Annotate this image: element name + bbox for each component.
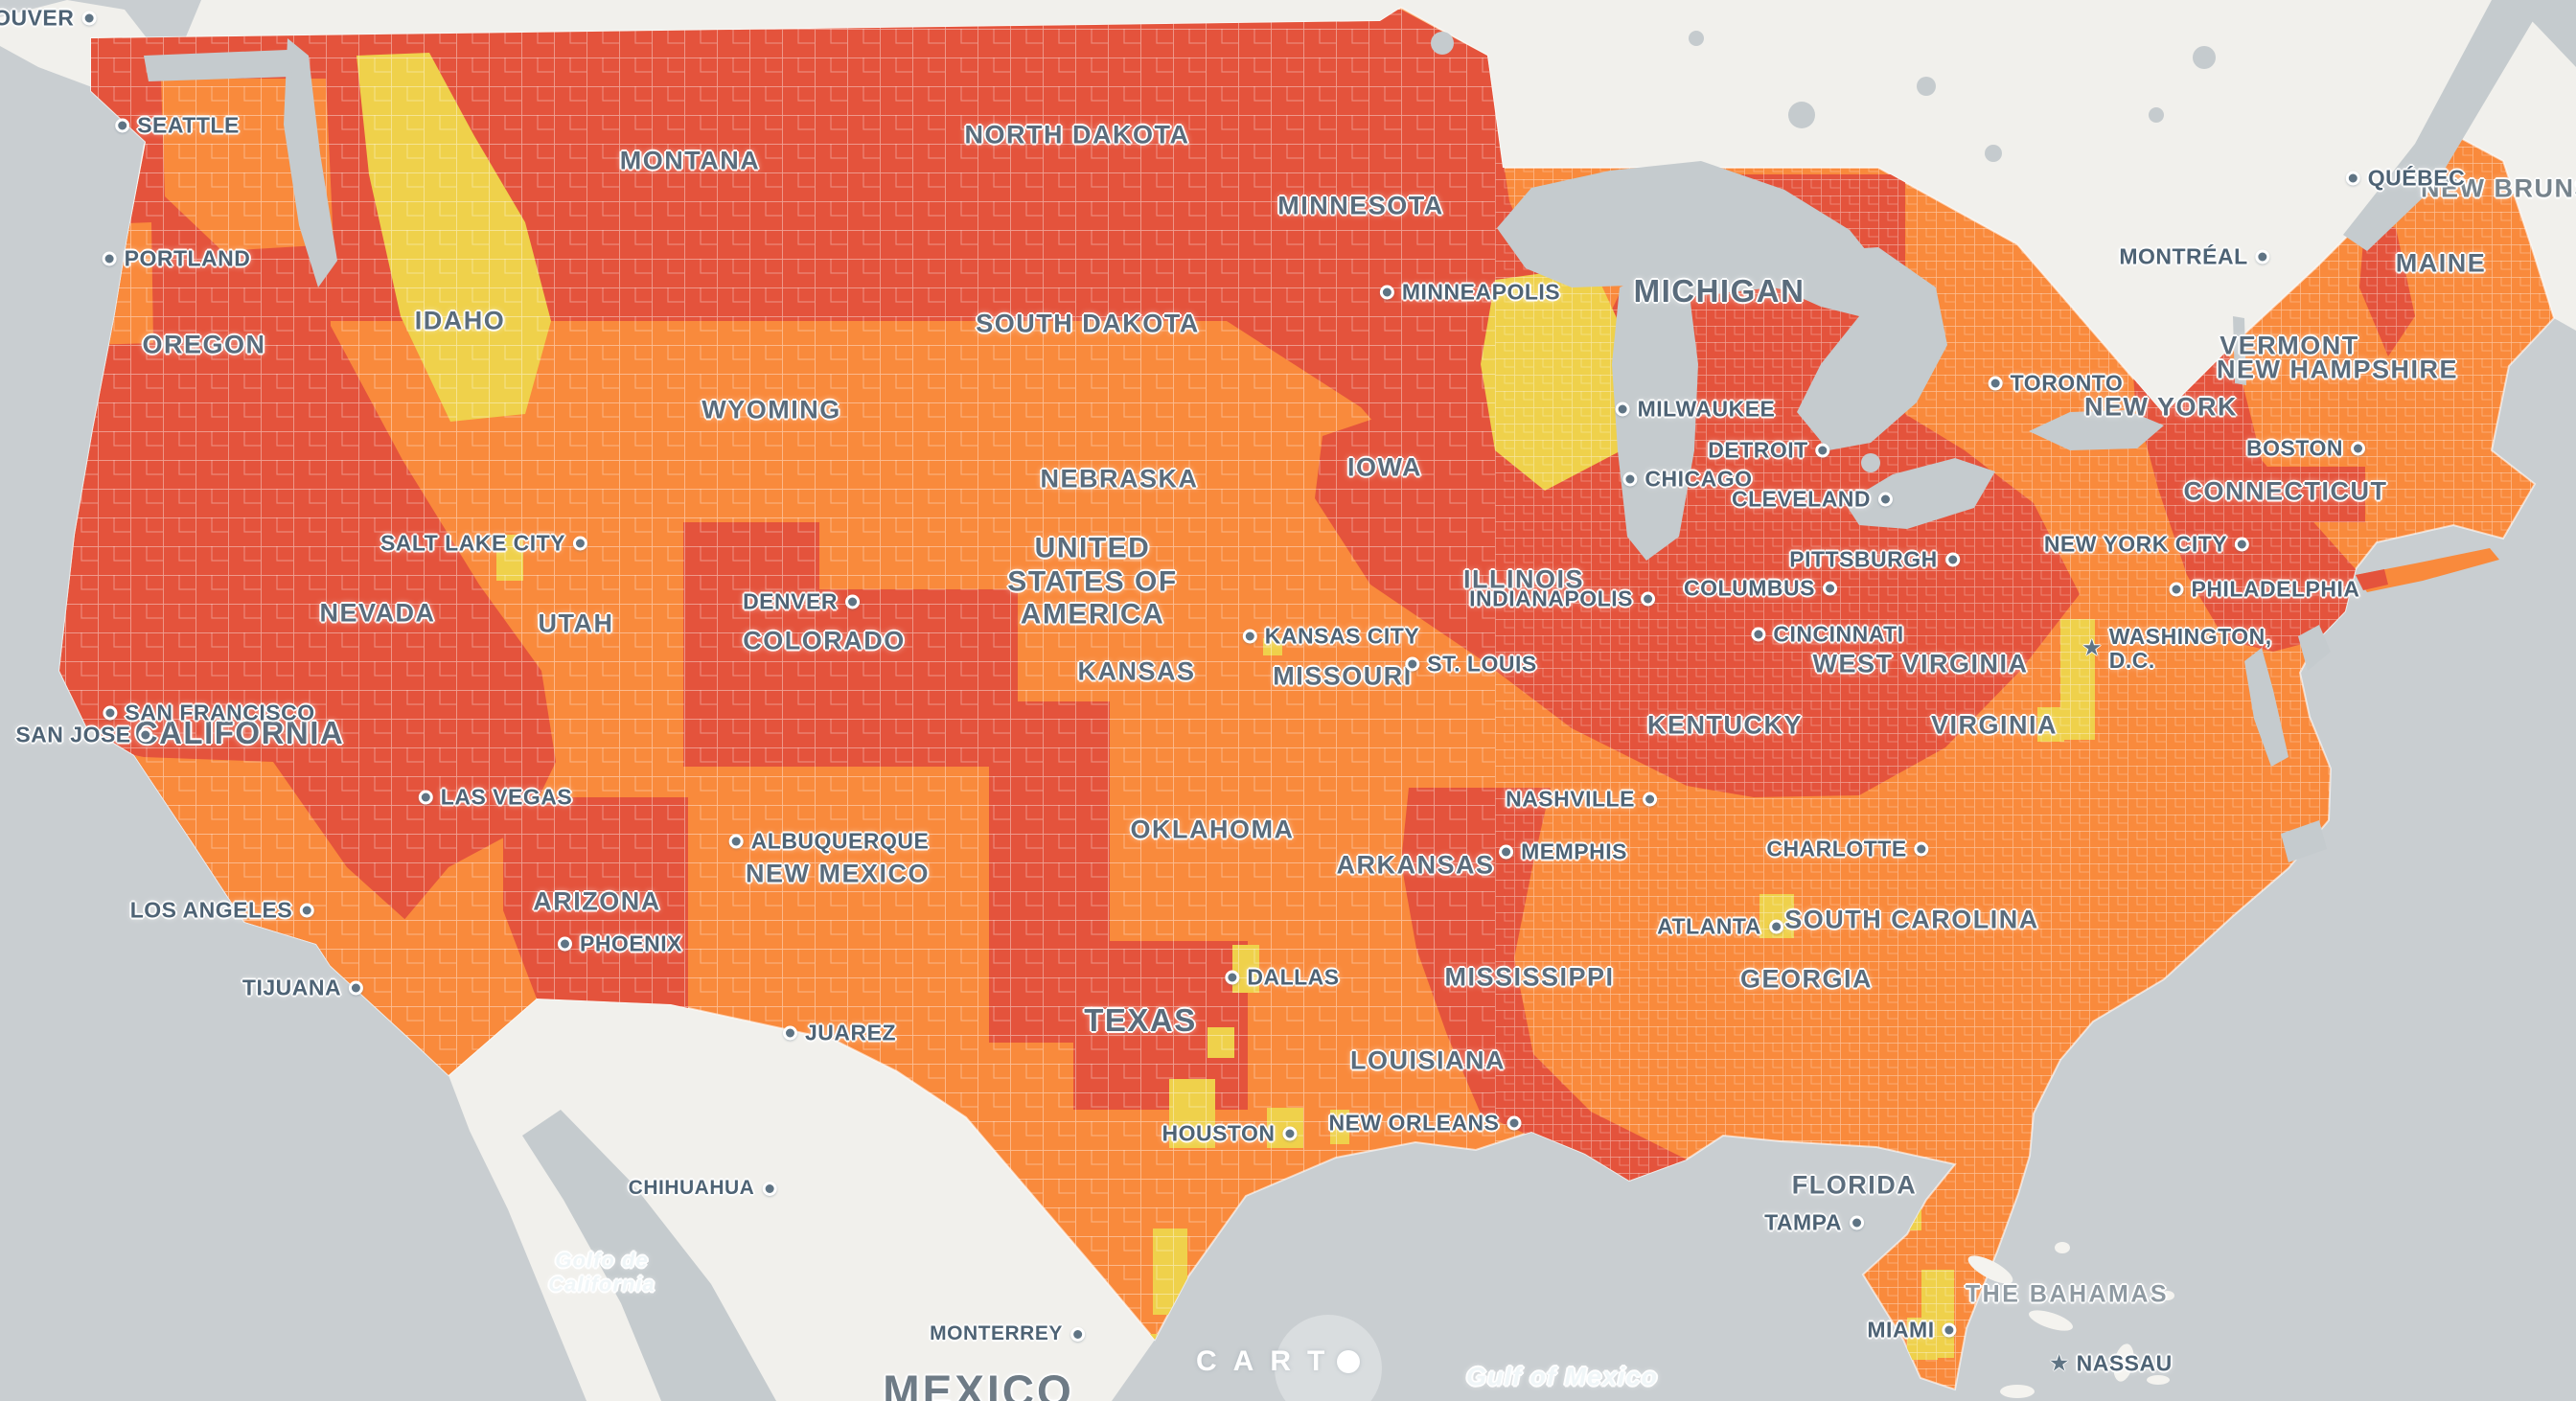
great-lakes <box>144 0 2576 1401</box>
carto-o-icon <box>1337 1350 1361 1373</box>
carto-brand-text: CART <box>1196 1345 1342 1377</box>
carto-attribution-link[interactable]: CART <box>1196 1345 1361 1378</box>
long-island <box>2356 548 2499 592</box>
carto-logo-backdrop <box>1275 1315 1382 1401</box>
bahamas-islands <box>1967 1242 2174 1398</box>
